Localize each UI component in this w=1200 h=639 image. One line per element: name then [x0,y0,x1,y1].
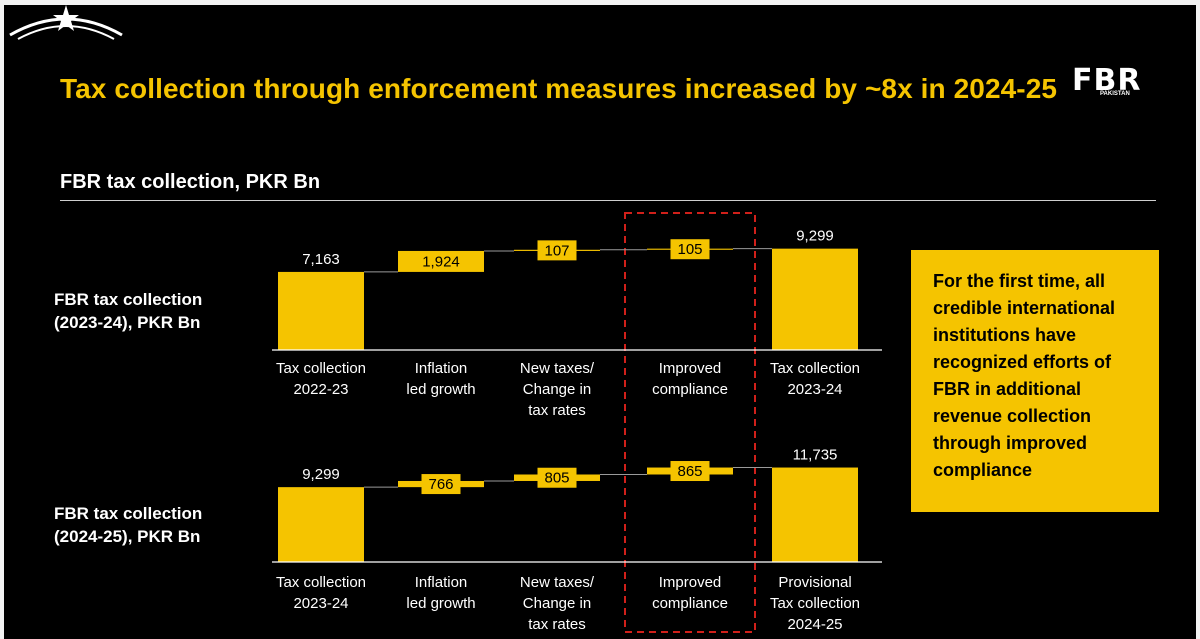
highlight-box [624,212,756,633]
divider [60,200,1156,201]
data-label-bg-1-4 [670,239,710,260]
category-label-2-4-2: compliance [652,595,728,612]
waterfall-charts: 7,163 Tax collection 2022-23 1,924 Inflation… [272,212,882,633]
category-label-1-5-2: 2023-24 [787,381,842,398]
data-label-2-4: 865 [677,463,702,480]
category-label-1-2-1: Inflation [415,360,468,377]
page-title: Tax collection through enforcement measu… [60,73,1058,104]
category-label-2-5-1: Provisional [778,574,851,591]
category-label-2-1-1: Tax collection [276,574,366,591]
data-label-2-5: 11,735 [793,447,838,464]
data-label-2-2: 766 [428,476,453,493]
data-label-1-3: 107 [544,242,569,259]
row-label-2023-24-line2: (2023-24), PKR Bn [54,313,201,332]
slide: Tax collection through enforcement measu… [4,5,1196,639]
data-label-2-3: 805 [544,470,569,487]
bar-2-5 [772,467,858,562]
category-label-1-1-1: Tax collection [276,360,366,377]
data-label-1-4: 105 [677,241,702,258]
data-label-bg-1-3 [537,240,577,261]
row-label-2024-25: FBR tax collection (2024-25), PKR Bn [54,502,202,548]
data-label-bg-2-3 [537,467,577,488]
chart-subtitle: FBR tax collection, PKR Bn [60,171,321,193]
category-label-1-4-2: compliance [652,381,728,398]
category-label-2-2-1: Inflation [415,574,468,591]
category-label-2-1-2: 2023-24 [293,595,348,612]
data-label-1-2: 1,924 [422,253,460,270]
category-label-2-3-2: Change in [523,595,591,612]
category-label-2-4-1: Improved [659,574,722,591]
data-label-bg-2-4 [670,461,710,482]
category-label-1-2-2: led growth [406,381,475,398]
bar-1-5 [772,248,858,350]
category-label-2-3-3: tax rates [528,616,586,633]
category-label-2-5-2: Tax collection [770,595,860,612]
category-label-1-3-1: New taxes/ [520,360,595,377]
category-label-1-3-2: Change in [523,381,591,398]
logo-text: FBR [1072,63,1142,98]
category-label-2-2-2: led growth [406,595,475,612]
data-label-bg-1-2 [412,251,470,272]
category-label-2-3-1: New taxes/ [520,574,595,591]
fbr-logo-icon [9,5,123,40]
logo-subtext: PAKISTAN [1100,91,1130,97]
callout-box: For the first time, all credible interna… [911,250,1159,512]
category-label-1-1-2: 2022-23 [293,381,348,398]
row-label-2023-24-line1: FBR tax collection [54,290,203,309]
data-label-1-5: 9,299 [796,228,834,245]
category-label-1-4-1: Improved [659,360,722,377]
bar-2-1 [278,487,364,562]
bar-1-1 [278,271,364,350]
row-label-2024-25-line1: FBR tax collection [54,504,203,523]
row-label-2024-25-line2: (2024-25), PKR Bn [54,527,201,546]
row-label-2023-24: FBR tax collection (2023-24), PKR Bn [54,288,202,334]
category-label-1-5-1: Tax collection [770,360,860,377]
data-label-bg-2-2 [421,474,461,495]
category-label-1-3-3: tax rates [528,402,586,419]
data-label-2-1: 9,299 [302,466,340,483]
category-label-2-5-3: 2024-25 [787,616,842,633]
data-label-1-1: 7,163 [302,251,340,268]
